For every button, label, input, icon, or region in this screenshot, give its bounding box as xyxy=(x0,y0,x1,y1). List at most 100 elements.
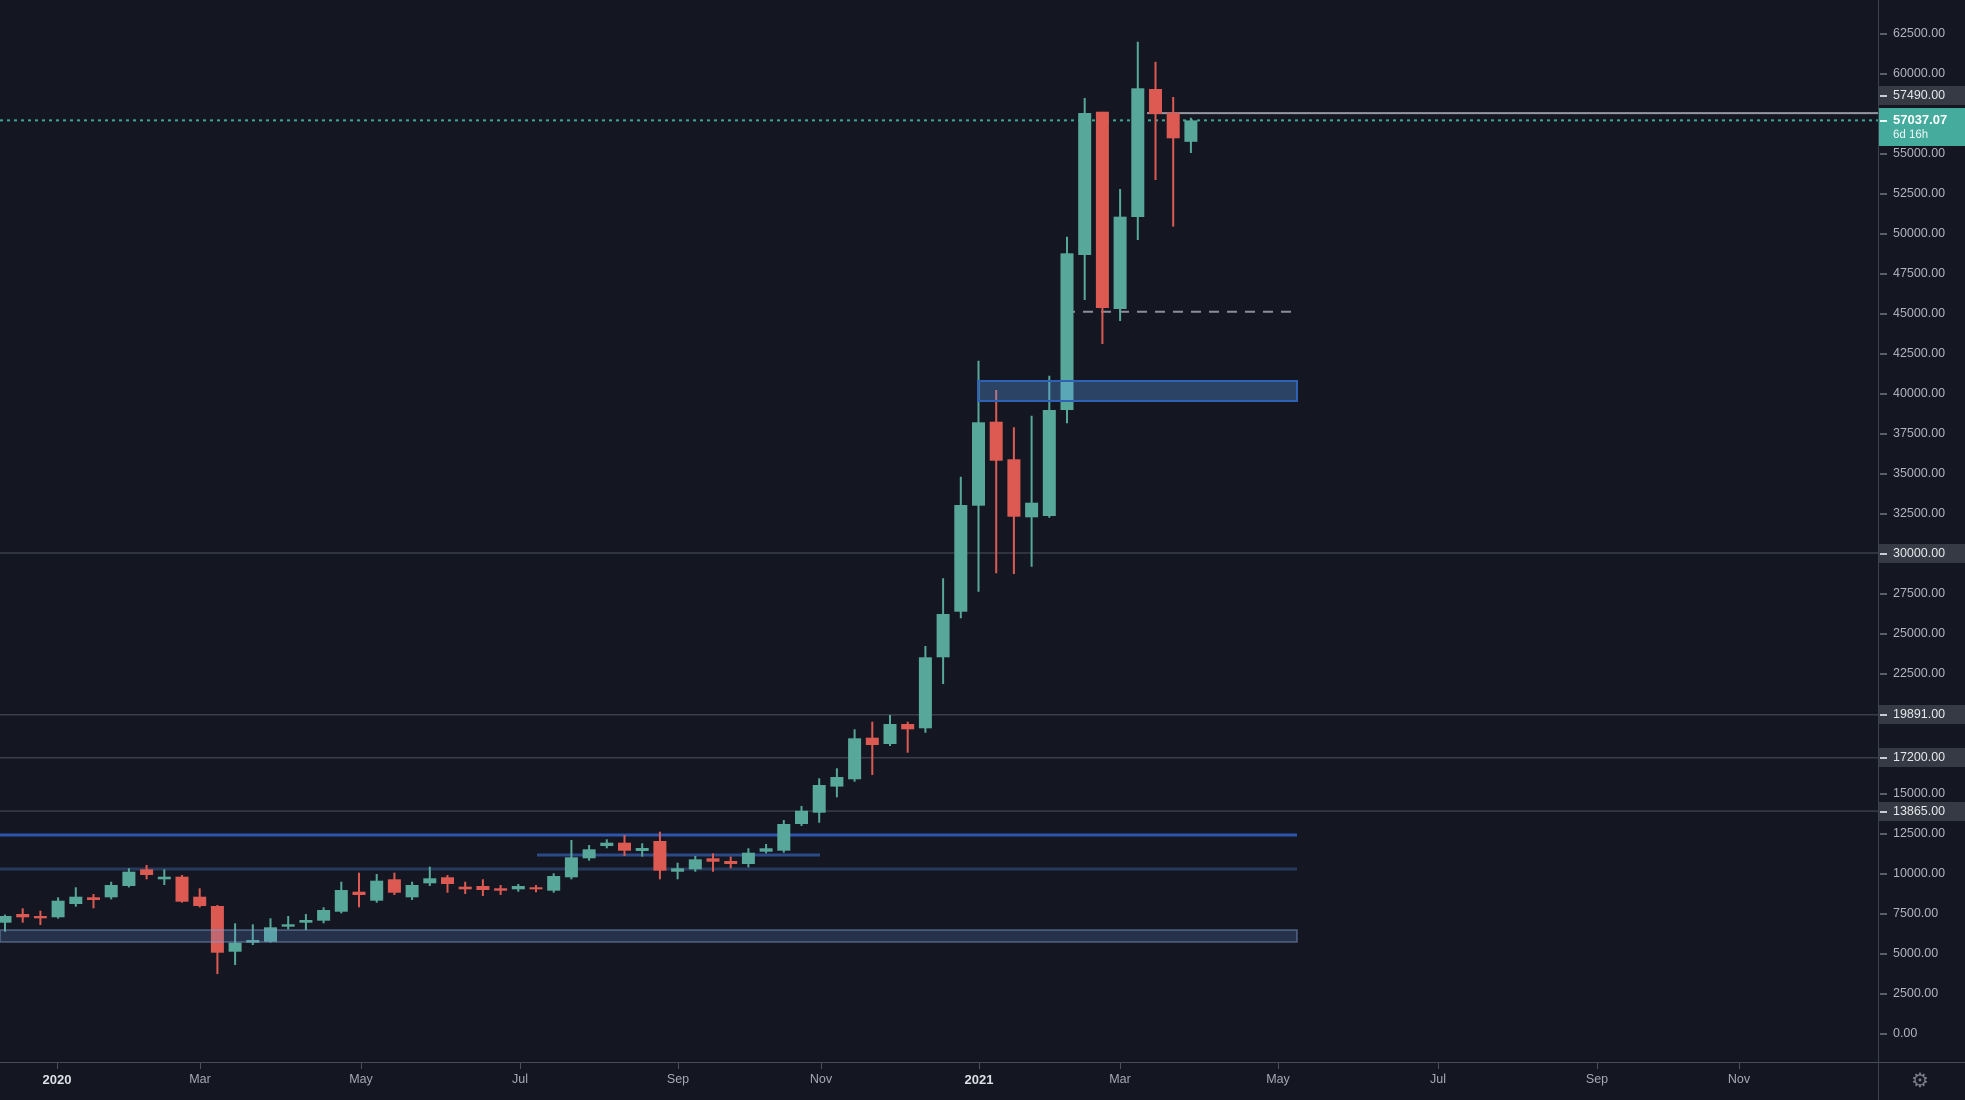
candle-body xyxy=(795,810,808,825)
candle-body xyxy=(936,614,950,658)
axis-tick-label: 7500.00 xyxy=(1893,905,1939,920)
time-axis-tick xyxy=(200,1063,201,1069)
axis-tick xyxy=(1880,232,1887,235)
price-axis-label: 0.00 xyxy=(1879,1024,1965,1043)
supply-zone-40k[interactable] xyxy=(977,380,1298,402)
time-axis-tick xyxy=(1438,1063,1439,1069)
axis-tick xyxy=(1880,392,1887,395)
time-axis-label: May xyxy=(349,1072,373,1086)
candle-body xyxy=(33,916,47,919)
candle-body xyxy=(476,886,490,891)
candle-body xyxy=(1042,410,1056,517)
axis-tick-label: 22500.00 xyxy=(1893,665,1946,680)
axis-tick-label: 10000.00 xyxy=(1893,865,1946,880)
candle-body xyxy=(918,657,932,729)
price-axis-label: 55000.00 xyxy=(1879,144,1965,163)
axis-tick-label: 60000.00 xyxy=(1893,65,1946,80)
candle-body xyxy=(865,737,879,745)
candle-body xyxy=(299,920,313,923)
time-axis-tick xyxy=(520,1063,521,1069)
price-axis-label: 40000.00 xyxy=(1879,384,1965,403)
axis-tick xyxy=(1880,120,1887,123)
axis-tick-label: 57490.00 xyxy=(1893,87,1946,102)
gear-glyph: ⚙ xyxy=(1911,1070,1929,1092)
price-axis-label: 50000.00 xyxy=(1879,224,1965,243)
candle-body xyxy=(140,869,154,875)
price-axis-label: 52500.00 xyxy=(1879,184,1965,203)
candle-body xyxy=(741,852,755,865)
candle-body xyxy=(264,927,277,942)
time-axis-label: Mar xyxy=(189,1072,211,1086)
candle-body xyxy=(405,885,419,898)
axis-tick xyxy=(1880,512,1887,515)
price-axis-label: 37500.00 xyxy=(1879,424,1965,443)
axis-tick xyxy=(1880,757,1887,760)
candle-body xyxy=(193,896,207,907)
candle-body xyxy=(228,942,242,952)
axis-settings-gear-icon[interactable]: ⚙ xyxy=(1905,1067,1935,1095)
time-axis-label: Nov xyxy=(1727,1072,1751,1086)
axis-tick xyxy=(1880,792,1887,795)
candle-body xyxy=(1131,88,1145,218)
price-flag-label: 13865.00 xyxy=(1879,801,1965,821)
candle-body xyxy=(87,897,100,901)
candle-body xyxy=(618,842,631,851)
time-axis-tick xyxy=(678,1063,679,1069)
time-axis-label: May xyxy=(1266,1072,1290,1086)
axis-tick xyxy=(1880,472,1887,475)
candle-body xyxy=(317,910,331,921)
axis-tick-label: 42500.00 xyxy=(1893,345,1946,360)
axis-tick xyxy=(1880,312,1887,315)
axis-tick-label: 50000.00 xyxy=(1893,225,1946,240)
time-axis-label: Nov xyxy=(809,1072,833,1086)
price-axis-label: 27500.00 xyxy=(1879,584,1965,603)
axis-tick xyxy=(1880,352,1887,355)
axis-tick-label: 55000.00 xyxy=(1893,145,1946,160)
price-axis-label: 15000.00 xyxy=(1879,784,1965,803)
candle-body xyxy=(1025,502,1039,518)
axis-tick xyxy=(1880,32,1887,35)
time-axis-tick xyxy=(979,1063,980,1069)
current-price-label: 57037.07 6d 16h xyxy=(1879,108,1965,147)
price-axis[interactable]: 62500.00 60000.00 55000.00 52500.00 50000.00… xyxy=(1878,0,1965,1062)
candle-body xyxy=(1166,112,1180,139)
time-axis-tick xyxy=(1739,1063,1740,1069)
axis-tick-label: 30000.00 xyxy=(1893,545,1946,560)
price-flag-label: 57490.00 xyxy=(1879,85,1965,105)
axis-tick-label: 37500.00 xyxy=(1893,425,1946,440)
axis-tick xyxy=(1880,552,1887,555)
axis-tick xyxy=(1880,1032,1887,1035)
candle-body xyxy=(423,878,437,884)
price-flag-label: 17200.00 xyxy=(1879,748,1965,768)
demand-zone-6k[interactable] xyxy=(0,929,1298,943)
price-axis-label: 10000.00 xyxy=(1879,864,1965,883)
axis-tick-label: 52500.00 xyxy=(1893,185,1946,200)
time-axis[interactable]: 2020 Mar May Jul Sep Nov 2021 Mar May Jul Sep Nov xyxy=(0,1062,1965,1100)
candle-body xyxy=(671,868,685,872)
candle-body xyxy=(458,886,472,890)
candle-body xyxy=(529,887,543,890)
time-axis-label: 2020 xyxy=(42,1072,72,1087)
candle-body xyxy=(972,422,985,506)
candlestick-chart[interactable] xyxy=(0,0,1878,1062)
candle-body xyxy=(564,857,578,878)
axis-corner-divider xyxy=(1878,1062,1879,1100)
time-axis-label: Mar xyxy=(1109,1072,1131,1086)
axis-tick-label: 27500.00 xyxy=(1893,585,1946,600)
candle-body xyxy=(706,858,720,862)
axis-tick-label: 5000.00 xyxy=(1893,945,1939,960)
candle-body xyxy=(104,885,118,898)
axis-tick-label: 40000.00 xyxy=(1893,385,1946,400)
candle-body xyxy=(1007,459,1021,517)
price-axis-label: 42500.00 xyxy=(1879,344,1965,363)
axis-tick-label: 2500.00 xyxy=(1893,985,1939,1000)
price-axis-label: 62500.00 xyxy=(1879,24,1965,43)
axis-tick-label: 25000.00 xyxy=(1893,625,1946,640)
candle-body xyxy=(989,421,1003,461)
axis-tick-label: 45000.00 xyxy=(1893,305,1946,320)
axis-tick xyxy=(1880,632,1887,635)
candle-body xyxy=(954,505,968,612)
axis-tick-label: 13865.00 xyxy=(1893,803,1946,818)
candle-body xyxy=(1060,253,1074,411)
